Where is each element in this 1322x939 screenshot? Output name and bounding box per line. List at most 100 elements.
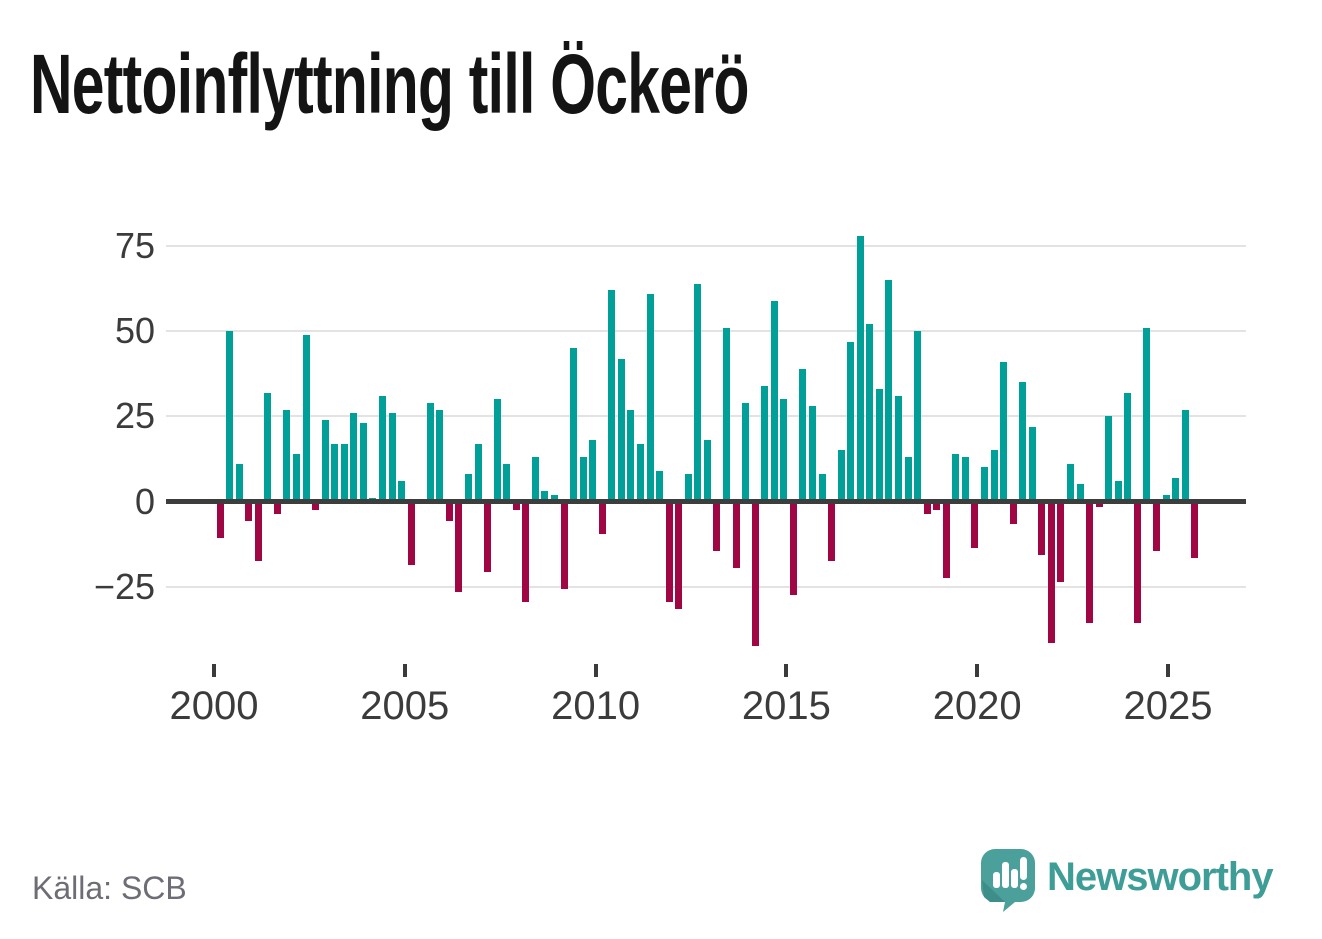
bar-positive [503,464,511,504]
bar-negative [1038,501,1046,555]
y-tick-label: 0 [134,480,155,522]
bar-positive [847,341,855,504]
bar-positive [570,348,578,504]
bar-positive [283,409,291,504]
bar-negative [522,501,530,603]
bar-negative [216,501,224,538]
bar-negative [598,501,606,535]
bar-positive [302,334,310,504]
bar-positive [359,423,367,504]
bar-positive [895,395,902,504]
bar-positive [742,402,750,504]
x-tick-label: 2010 [551,684,641,728]
bar-positive [1000,361,1008,504]
bar-positive [531,457,539,504]
bar-positive [809,406,816,504]
bar-negative [1047,501,1055,644]
bar-positive [875,389,883,504]
newsworthy-bubble-icon [981,849,1035,912]
bar-positive [1181,409,1189,504]
newsworthy-wordmark: Newsworthy [1047,855,1274,899]
bar-positive [723,327,730,504]
bar-negative [732,501,740,569]
bar-positive [541,491,549,504]
bar-positive [761,385,769,504]
bar-negative [1191,501,1199,558]
x-tick-mark [402,664,407,677]
bar-positive [264,392,272,504]
bar-negative [675,501,683,610]
y-tick-label: 75 [114,225,155,267]
bar-positive [656,470,664,504]
bar-positive [1124,392,1132,504]
bar-positive [627,409,635,504]
grid-line [166,245,1246,248]
source-label: Källa: SCB [32,870,187,906]
bar-positive [398,481,406,504]
bar-positive [379,395,387,504]
bar-negative [828,501,836,562]
bar-positive [474,443,482,504]
bar-positive [703,440,711,504]
bar-positive [1114,481,1122,504]
x-tick-label: 2000 [169,684,259,728]
bar-negative [312,501,320,511]
bar-negative [407,501,415,565]
bar-positive [1066,464,1074,504]
bar-positive [388,412,396,504]
bar-positive [331,443,339,504]
x-tick-mark [1166,664,1170,677]
bar-negative [445,501,453,521]
bar-negative [1009,501,1017,524]
chart-title: Nettoinflyttning till Öckerö [30,37,749,131]
bar-negative [1095,501,1103,507]
bar-positive [1076,484,1084,504]
bar-positive [589,440,597,504]
bar-positive [770,300,778,504]
bar-positive [1028,426,1036,504]
bar-positive [579,457,587,504]
bar-negative [942,501,950,579]
bar-positive [837,450,845,504]
bar-negative [971,501,979,548]
bar-positive [866,324,874,504]
y-tick-label: −25 [93,565,155,607]
grid-line [166,585,1246,588]
bar-negative [245,501,253,521]
newsworthy-logo: Newsworthy [981,849,1311,919]
x-tick-label: 2020 [932,684,1022,728]
x-tick-mark [784,664,789,677]
bar-positive [608,290,616,504]
bar-positive [340,443,348,504]
bar-positive [493,399,501,504]
grid-line [166,330,1246,333]
bar-positive [818,474,826,504]
x-tick-mark [212,664,216,677]
bar-negative [455,501,463,592]
bar-positive [226,331,234,504]
bar-positive [856,235,864,504]
x-tick-mark [593,664,598,677]
bar-positive [904,457,912,504]
y-tick-label: 25 [114,395,155,437]
bar-positive [694,283,702,504]
bar-positive [321,419,329,504]
bar-negative [713,501,721,552]
x-tick-label: 2025 [1123,684,1213,728]
x-tick-label: 2005 [360,684,450,728]
grid-line [166,415,1246,418]
bar-negative [1133,501,1141,623]
bar-negative [254,501,262,562]
bar-negative [789,501,797,596]
bar-negative [512,501,520,511]
bar-negative [751,501,759,647]
bar-positive [780,399,788,504]
bar-positive [961,457,969,504]
bar-positive [235,464,243,504]
bar-positive [914,331,922,504]
bar-positive [436,409,444,504]
bar-positive [1172,477,1180,504]
x-tick-label: 2015 [741,684,831,728]
bar-positive [684,474,692,504]
